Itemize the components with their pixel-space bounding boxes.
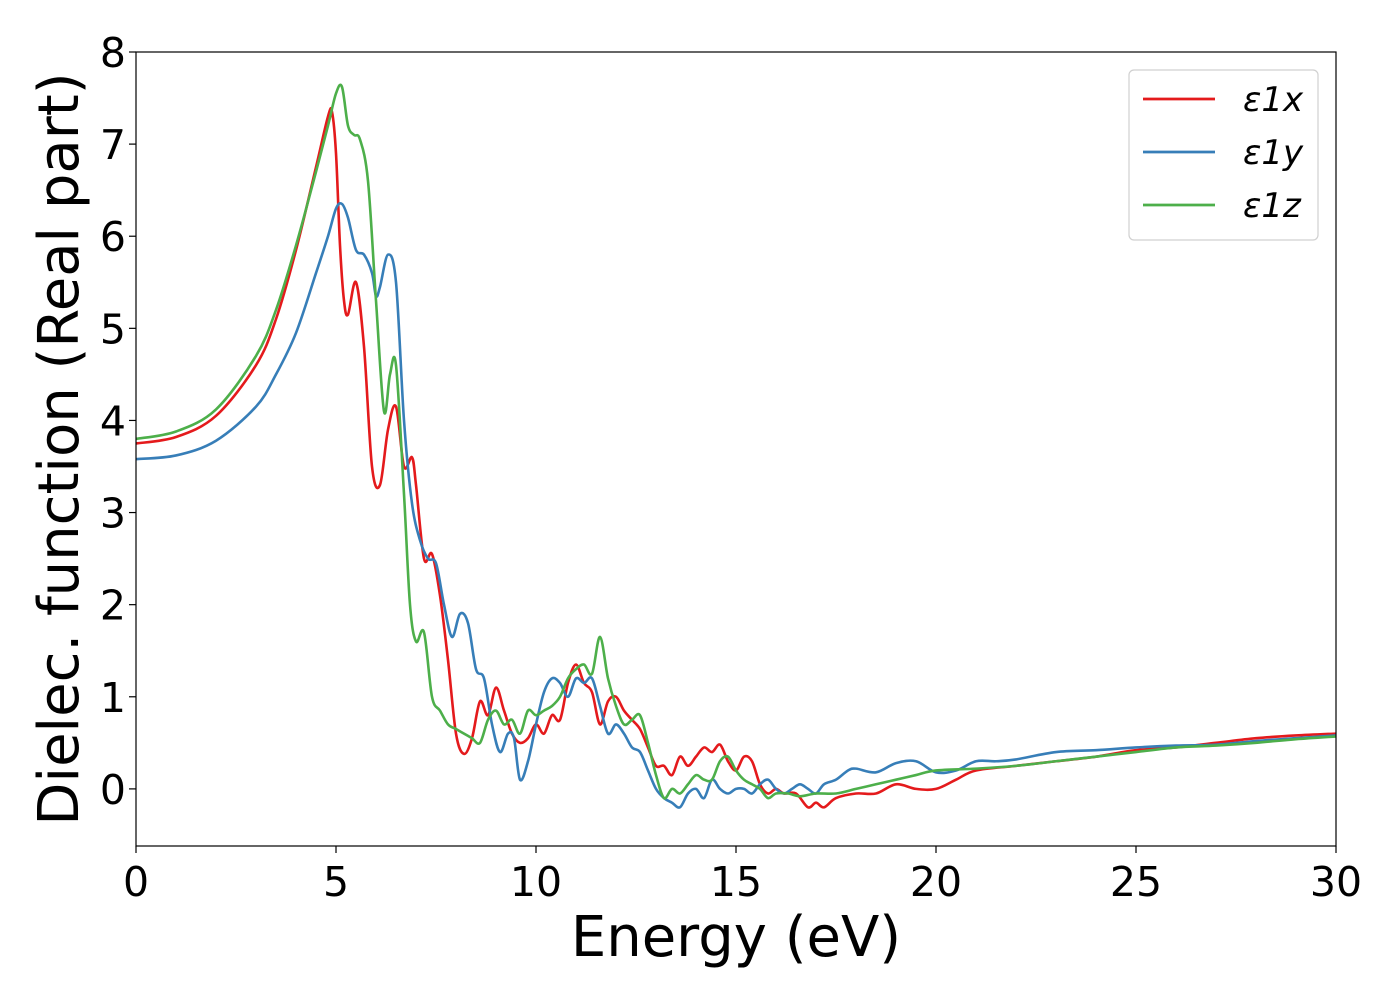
legend-box xyxy=(1128,69,1319,241)
x-axis-ticks: 0 5 10 15 20 25 30 xyxy=(123,846,1362,906)
series-line-3 xyxy=(136,83,1336,800)
legend-label: ε1x xyxy=(1243,80,1304,120)
x-tick-label: 0 xyxy=(123,858,149,906)
series-line-1 xyxy=(136,106,1336,809)
x-tick-label: 5 xyxy=(323,858,349,906)
x-tick-label: 15 xyxy=(710,858,762,906)
y-axis-ticks: 0 1 2 3 4 5 6 7 8 xyxy=(100,29,136,814)
x-tick-label: 30 xyxy=(1310,858,1362,906)
series-line-2 xyxy=(136,202,1336,809)
y-tick-label: 3 xyxy=(100,490,126,538)
y-tick-label: 4 xyxy=(100,397,126,445)
x-tick-label: 20 xyxy=(910,858,962,906)
legend: ε1x ε1y ε1z xyxy=(1128,69,1319,241)
y-tick-label: 8 xyxy=(100,29,126,77)
legend-label: ε1y xyxy=(1243,133,1304,173)
y-tick-label: 7 xyxy=(100,121,126,169)
x-axis-label: Energy (eV) xyxy=(571,905,901,970)
x-tick-label: 10 xyxy=(510,858,562,906)
y-tick-label: 0 xyxy=(100,766,126,814)
legend-label: ε1z xyxy=(1243,186,1302,226)
plot-lines xyxy=(136,83,1336,809)
y-tick-label: 1 xyxy=(100,674,126,722)
y-tick-label: 2 xyxy=(100,582,126,630)
y-tick-label: 6 xyxy=(100,213,126,261)
x-tick-label: 25 xyxy=(1110,858,1162,906)
y-axis-label: Dielec. function (Real part) xyxy=(27,72,92,825)
y-tick-label: 5 xyxy=(100,305,126,353)
